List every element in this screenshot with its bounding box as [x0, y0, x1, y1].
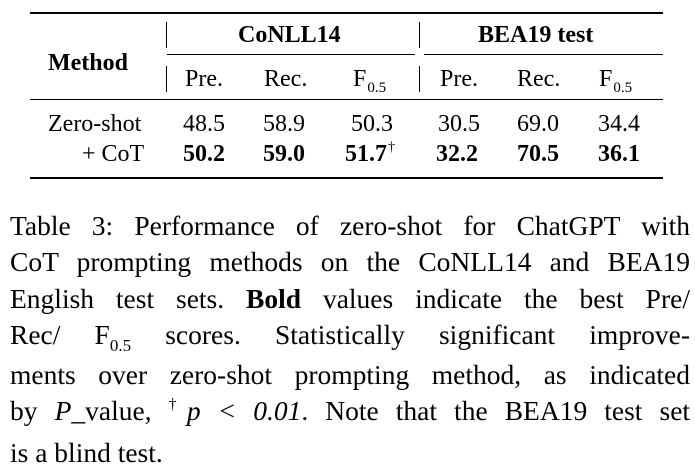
- vertical-separator: [166, 22, 167, 48]
- row-method: Zero-shot: [48, 111, 142, 137]
- table-bottom-rule: [30, 177, 663, 179]
- vertical-separator: [419, 66, 420, 92]
- cell-value: 51.7: [345, 141, 387, 167]
- cell-conll-pre: 48.5: [183, 111, 225, 137]
- group-underline-conll: [167, 54, 415, 56]
- f-subscript: 0.5: [367, 80, 387, 96]
- header-f05: F0.5: [599, 66, 632, 96]
- cell-conll-f: 50.3: [351, 111, 393, 137]
- table-mid-rule: [30, 99, 663, 101]
- f-label: F: [599, 66, 613, 92]
- caption-line: is a blind test.: [10, 436, 163, 468]
- cell-conll-rec: 59.0: [263, 141, 305, 167]
- header-pre: Pre.: [185, 66, 223, 92]
- caption-text: . Note that the BEA19 test set: [301, 395, 691, 427]
- cell-conll-f: 51.7†: [345, 140, 395, 167]
- header-rec: Rec.: [517, 66, 561, 92]
- caption-subscript: 0.5: [109, 335, 132, 355]
- f-subscript: 0.5: [613, 80, 633, 96]
- row-method: + CoT: [82, 141, 145, 167]
- caption-line: CoT prompting methods on the CoNLL14 and…: [10, 246, 690, 278]
- table-caption: Table 3: Performance of zero-shot for Ch…: [10, 208, 690, 471]
- caption-text: scores.: [165, 318, 241, 350]
- vertical-separator: [419, 22, 420, 48]
- caption-superscript: †: [168, 396, 187, 414]
- table-top-rule: [30, 12, 663, 14]
- caption-line: ments over zero-shot prompting method, a…: [10, 359, 690, 391]
- cell-conll-pre: 50.2: [183, 141, 225, 167]
- header-rec: Rec.: [264, 66, 308, 92]
- vertical-separator: [166, 66, 167, 92]
- caption-text: Statistically significant improve-: [274, 318, 690, 350]
- caption-line: by P_value, †p < 0.01. Note that the BEA…: [10, 393, 690, 434]
- header-method: Method: [48, 50, 128, 76]
- caption-text: by: [10, 395, 38, 427]
- caption-line: Rec/ F0.5 scores. Statistically signific…: [10, 317, 690, 357]
- header-group-conll14: CoNLL14: [238, 22, 341, 48]
- cell-bea-pre: 30.5: [438, 111, 480, 137]
- header-f05: F0.5: [353, 66, 386, 96]
- caption-text: values indicate the best Pre/: [322, 282, 690, 314]
- caption-text: English test sets.: [10, 282, 225, 314]
- f-label: F: [353, 66, 367, 92]
- header-group-bea19: BEA19 test: [478, 22, 594, 48]
- caption-line: English test sets. Bold values indicate …: [10, 281, 690, 317]
- caption-math: p < 0.01: [186, 395, 302, 427]
- caption-italic: P: [54, 395, 72, 427]
- caption-text: _value,: [71, 395, 152, 427]
- cell-conll-rec: 58.9: [263, 111, 305, 137]
- cell-bea-pre: 32.2: [436, 141, 478, 167]
- cell-bea-rec: 69.0: [517, 111, 559, 137]
- caption-line: Table 3: Performance of zero-shot for Ch…: [10, 210, 690, 241]
- cell-bea-rec: 70.5: [517, 141, 559, 167]
- header-pre: Pre.: [440, 66, 478, 92]
- cell-bea-f: 34.4: [598, 111, 640, 137]
- significance-mark: †: [388, 140, 395, 155]
- caption-text: Rec/ F: [10, 318, 110, 350]
- cell-bea-f: 36.1: [598, 141, 640, 167]
- group-underline-bea: [424, 54, 663, 56]
- caption-bold: Bold: [246, 282, 302, 314]
